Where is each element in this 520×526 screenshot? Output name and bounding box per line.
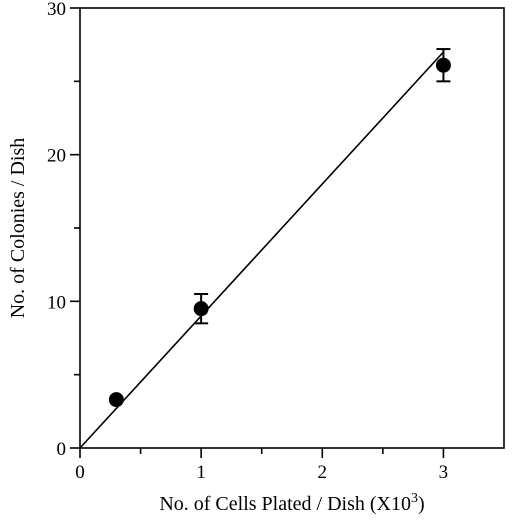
x-tick-label: 2 bbox=[318, 462, 328, 483]
regression-line bbox=[79, 51, 445, 449]
y-tick-label: 20 bbox=[47, 146, 66, 167]
x-tick-label: 1 bbox=[196, 462, 206, 483]
y-axis-title: No. of Colonies / Dish bbox=[7, 138, 29, 319]
data-point bbox=[108, 392, 124, 408]
y-tick-label: 30 bbox=[47, 0, 66, 20]
data-points bbox=[108, 57, 451, 408]
major-ticks bbox=[70, 7, 445, 458]
y-tick-labels: 0 10 20 30 bbox=[47, 0, 66, 460]
x-tick-labels: 0 1 2 3 bbox=[75, 462, 448, 483]
plot-frame bbox=[79, 7, 505, 449]
x-tick-label: 0 bbox=[75, 462, 85, 483]
minor-ticks bbox=[74, 80, 384, 454]
x-tick-label: 3 bbox=[439, 462, 449, 483]
y-tick-label: 10 bbox=[47, 292, 66, 313]
data-point bbox=[435, 57, 451, 73]
data-point bbox=[193, 301, 209, 317]
x-axis-title: No. of Cells Plated / Dish (X103) bbox=[159, 491, 424, 515]
y-tick-label: 0 bbox=[57, 439, 67, 460]
